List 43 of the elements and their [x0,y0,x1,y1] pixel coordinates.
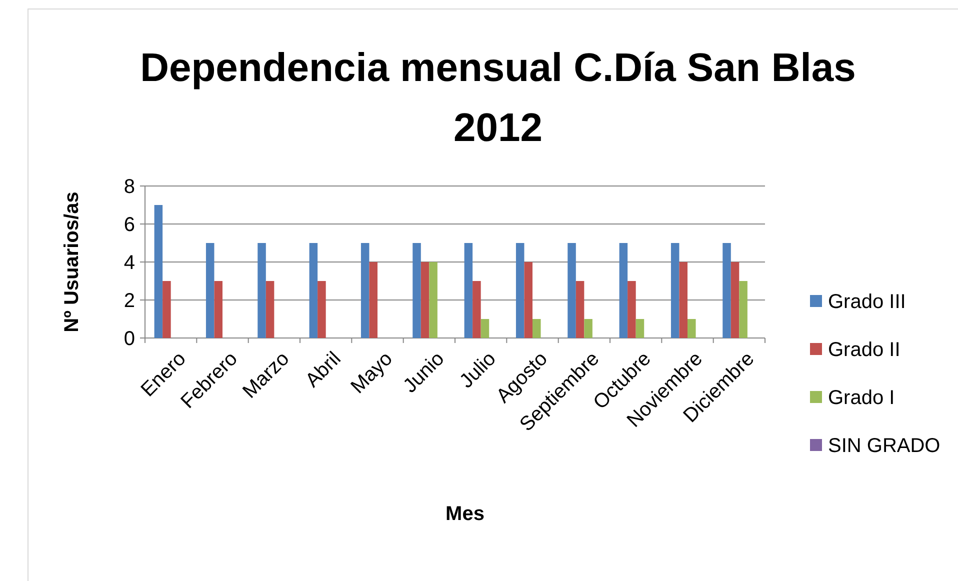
bar [670,243,680,338]
bar [360,243,370,338]
bar [730,262,740,338]
bar [266,281,274,338]
bar [532,319,541,338]
bar [206,243,214,338]
bar [722,243,731,338]
y-tick-label: 2 [124,290,135,312]
bar [568,243,576,338]
bar [472,281,481,338]
bar [318,281,326,338]
bar [628,281,636,338]
bar [576,281,584,338]
legend-label: Grado I [828,387,895,409]
bar [739,281,748,338]
bar [464,243,473,338]
y-tick-label: 4 [124,252,135,274]
legend-label: Grado II [828,339,900,361]
bar [214,281,222,338]
bar [258,243,266,338]
legend-label: Grado III [828,291,906,313]
bar [309,243,318,338]
y-axis-title: Nº Usuarios/as [61,192,83,332]
bar [369,262,378,338]
bar [162,281,171,338]
bar [412,243,421,338]
bar [688,319,696,338]
bar [420,262,430,338]
bar [516,243,524,338]
x-axis-title: Mes [446,503,484,525]
legend-label: SIN GRADO [828,435,940,457]
bar [480,319,490,338]
y-tick-label: 0 [124,328,135,350]
bar [154,205,163,338]
y-tick-label: 8 [124,176,135,198]
chart-title: Dependencia mensual C.Día San Blas 2012 [139,45,857,152]
y-tick-label: 6 [124,214,135,236]
bar [584,319,592,338]
bar [429,262,438,338]
bar [636,319,644,338]
bar [524,262,532,338]
bar [619,243,628,338]
bar [679,262,688,338]
